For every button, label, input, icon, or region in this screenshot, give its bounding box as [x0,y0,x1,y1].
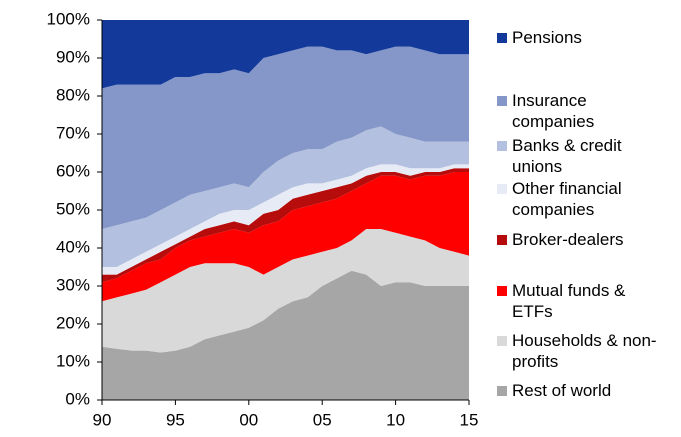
legend-item: Mutual funds & ETFs [497,280,677,322]
legend-swatch [497,286,507,296]
x-tick-label: 05 [313,410,332,429]
legend-item: Pensions [497,27,677,48]
legend-label: Broker-dealers [512,230,624,249]
legend-swatch [497,235,507,245]
y-tick-label: 70% [56,123,90,142]
legend-item: Households & non-profits [497,330,677,372]
legend-label: Banks & credit unions [512,136,622,176]
y-tick-label: 80% [56,85,90,104]
legend-label: Pensions [512,28,582,47]
area [102,229,469,353]
x-tick-label: 00 [239,410,258,429]
legend-item: Insurance companies [497,90,677,132]
x-tick-label: 10 [386,410,405,429]
legend-swatch [497,96,507,106]
area [102,20,469,89]
area [102,126,469,268]
y-tick-label: 50% [56,199,90,218]
y-tick-label: 90% [56,47,90,66]
legend-label: Insurance companies [512,91,595,131]
y-tick-label: 100% [47,9,90,28]
x-tick-label: 15 [460,410,479,429]
y-tick-label: 0% [65,389,90,408]
legend-item: Banks & credit unions [497,135,677,177]
area [102,172,469,302]
y-tick-label: 10% [56,351,90,370]
area [102,46,469,229]
y-tick-label: 20% [56,313,90,332]
legend-swatch [497,141,507,151]
x-tick-label: 90 [93,410,112,429]
x-tick-label: 95 [166,410,185,429]
legend-swatch [497,184,507,194]
legend-item: Other financial companies [497,178,677,220]
legend-swatch [497,336,507,346]
legend-item: Broker-dealers [497,229,677,250]
legend-item: Rest of world [497,380,677,401]
y-tick-label: 30% [56,275,90,294]
legend-label: Other financial companies [512,179,622,219]
legend-label: Households & non-profits [512,331,657,371]
legend-swatch [497,386,507,396]
y-tick-label: 60% [56,161,90,180]
y-tick-label: 40% [56,237,90,256]
area [102,270,469,400]
legend-swatch [497,33,507,43]
legend-label: Rest of world [512,381,612,400]
legend-label: Mutual funds & ETFs [512,281,626,321]
